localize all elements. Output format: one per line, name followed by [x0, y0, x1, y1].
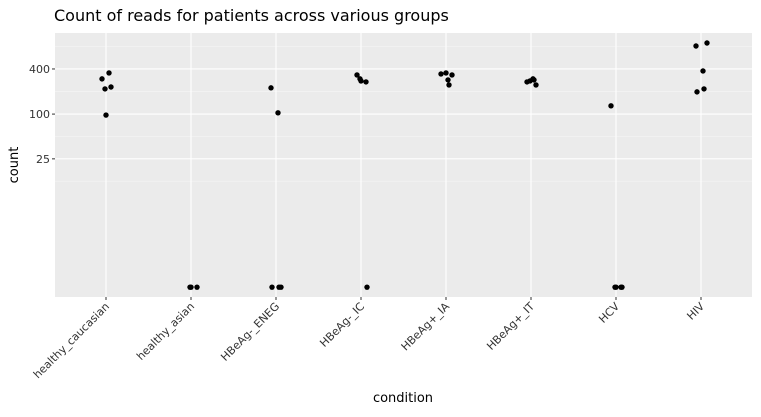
point [694, 89, 700, 95]
y-tick-label: 400 [29, 63, 50, 76]
panel [55, 33, 752, 297]
x-tick-label: HIV [684, 300, 707, 323]
x-tick-label: HBeAg+_IA [399, 300, 453, 354]
point [278, 284, 284, 290]
y-tick-label: 25 [36, 153, 50, 166]
point [445, 77, 451, 83]
point [619, 284, 625, 290]
point [358, 78, 364, 84]
point [188, 284, 194, 290]
point [533, 82, 539, 88]
point [103, 112, 109, 118]
point [446, 82, 452, 88]
x-tick-label: HCV [596, 300, 622, 326]
point [268, 85, 274, 91]
point [527, 78, 533, 84]
point [194, 284, 200, 290]
chart-title: Count of reads for patients across vario… [54, 6, 449, 25]
y-axis-title: count [7, 147, 22, 184]
point [99, 76, 105, 82]
point [613, 284, 619, 290]
point [449, 72, 455, 78]
point [108, 84, 114, 90]
point [106, 70, 112, 76]
x-tick-label: HBeAg+_IT [484, 300, 537, 353]
point [608, 103, 614, 109]
point [693, 43, 699, 49]
point [701, 86, 707, 92]
x-tick-label: HBeAg-_ENEG [218, 300, 282, 364]
point [704, 40, 710, 46]
point [354, 72, 360, 78]
x-tick-label: healthy_asian [134, 300, 197, 363]
point [269, 284, 275, 290]
point [364, 284, 370, 290]
x-tick-label: HBeAg-_IC [317, 300, 367, 350]
point [102, 86, 108, 92]
x-axis-title: condition [373, 391, 433, 406]
point [275, 110, 281, 116]
point [700, 68, 706, 74]
point [443, 70, 449, 76]
y-tick-label: 100 [29, 108, 50, 121]
point [363, 79, 369, 85]
x-tick-label: healthy_caucasian [31, 300, 112, 381]
point [438, 71, 444, 77]
